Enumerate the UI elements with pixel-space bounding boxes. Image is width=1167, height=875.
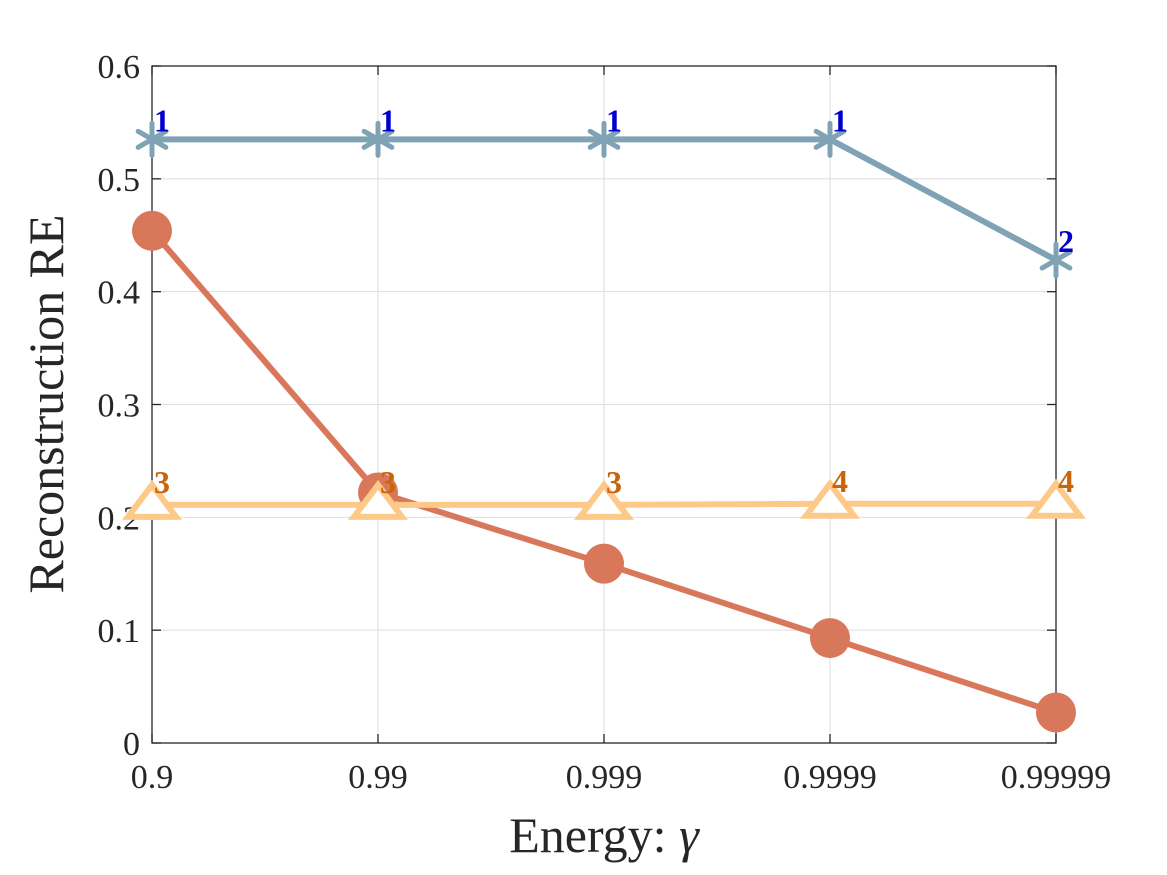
point-label: 3	[154, 464, 170, 500]
asterisk-stroke	[813, 128, 847, 150]
asterisk-marker	[587, 120, 621, 158]
x-axis-label: Energy: γ	[509, 807, 700, 863]
x-tick-label: 0.9999	[783, 759, 877, 796]
triangle-marker	[800, 478, 860, 519]
asterisk-marker	[813, 120, 847, 158]
circle-marker	[584, 543, 624, 584]
triangle-marker	[574, 479, 634, 520]
circle-marker	[132, 210, 172, 251]
series-star	[135, 120, 1073, 279]
x-tick-label: 0.9	[131, 759, 174, 796]
circle-marker	[810, 618, 850, 659]
asterisk-marker	[1039, 241, 1073, 279]
point-labels: 1 1 1 1 2 3 3 3 4 4	[154, 102, 1074, 500]
x-tick-label: 0.99	[348, 759, 408, 796]
x-tick-label: 0.99999	[1001, 759, 1112, 796]
triangle-marker	[122, 479, 182, 520]
circle-marker	[1036, 692, 1076, 733]
y-tick-label: 0.1	[98, 613, 141, 650]
asterisk-stroke	[1039, 249, 1073, 271]
point-label: 4	[1058, 463, 1074, 499]
asterisk-marker	[361, 120, 395, 158]
y-tick-label: 0.4	[98, 275, 141, 312]
point-label: 1	[606, 102, 622, 138]
axis-ticks: 0.9 0.99 0.999 0.9999 0.9999900.10.20.30.40.…	[98, 49, 1112, 796]
grid-lines	[152, 66, 1056, 743]
point-label: 4	[832, 463, 848, 499]
point-label: 3	[380, 464, 396, 500]
y-tick-label: 0.6	[98, 49, 141, 86]
y-axis-label: Reconstruction RE	[18, 214, 74, 593]
y-tick-label: 0.3	[98, 388, 141, 425]
asterisk-stroke	[587, 128, 621, 150]
point-label: 3	[606, 464, 622, 500]
asterisk-stroke	[135, 128, 169, 150]
point-label: 1	[380, 102, 396, 138]
point-label: 1	[832, 102, 848, 138]
triangle-marker	[1026, 478, 1086, 519]
triangle-marker	[348, 479, 408, 520]
series-group	[122, 120, 1086, 733]
y-tick-label: 0.5	[98, 162, 141, 199]
asterisk-marker	[135, 120, 169, 158]
asterisk-stroke	[361, 128, 395, 150]
point-label: 1	[154, 102, 170, 138]
y-tick-label: 0	[123, 726, 140, 763]
series-triangle	[122, 478, 1086, 520]
x-tick-label: 0.999	[566, 759, 643, 796]
point-label: 2	[1058, 223, 1074, 259]
